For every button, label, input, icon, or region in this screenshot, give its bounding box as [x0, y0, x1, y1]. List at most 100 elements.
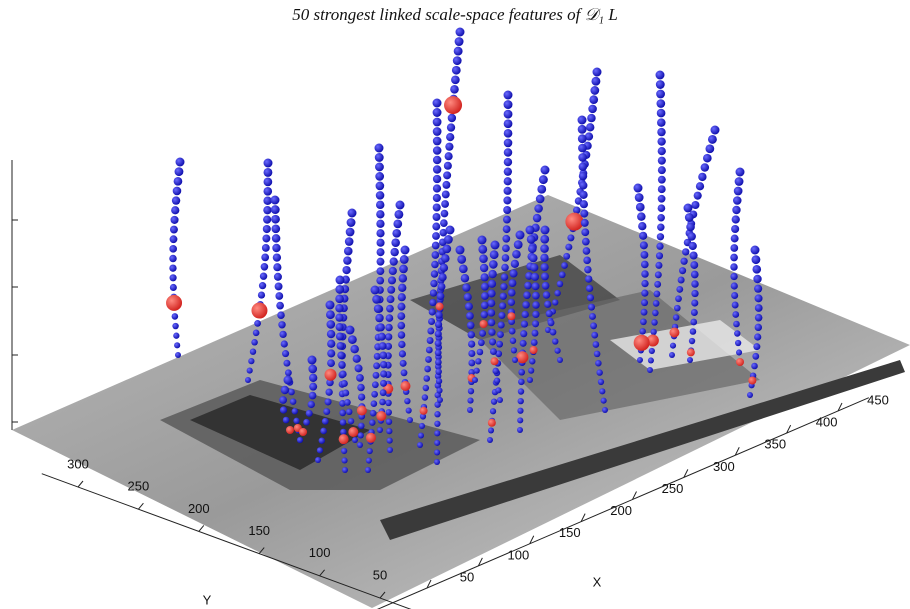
track-point	[501, 263, 509, 272]
track-point	[432, 98, 442, 108]
track-point	[525, 272, 533, 280]
track-point	[517, 388, 525, 395]
y-tick	[258, 547, 265, 554]
track-point	[669, 352, 675, 358]
track-point	[172, 322, 179, 330]
track-point	[751, 362, 758, 370]
chart-title: 50 strongest linked scale-space features…	[292, 5, 618, 24]
track-point	[387, 447, 393, 453]
track-point	[386, 304, 394, 313]
track-point	[591, 76, 601, 86]
track-point	[455, 27, 465, 37]
track-point	[432, 155, 442, 165]
feature-point	[748, 376, 757, 385]
track-point	[172, 186, 182, 196]
track-point	[395, 200, 405, 210]
track-point	[468, 369, 476, 376]
track-point	[385, 314, 394, 322]
track-point	[689, 328, 697, 335]
track-point	[345, 227, 355, 237]
track-point	[169, 254, 177, 263]
track-point	[523, 291, 531, 299]
track-point	[488, 269, 497, 279]
track-point	[751, 255, 761, 265]
track-point	[327, 349, 336, 358]
track-point	[750, 245, 760, 255]
track-point	[175, 157, 185, 167]
track-point	[653, 290, 661, 298]
track-point	[387, 285, 396, 294]
track-point	[682, 248, 690, 256]
feature-point	[376, 411, 387, 421]
track-point	[655, 261, 663, 269]
track-point	[479, 254, 488, 263]
track-point	[487, 299, 496, 308]
track-point	[577, 115, 587, 125]
track-point	[597, 378, 605, 386]
track-point	[647, 357, 654, 364]
track-point	[417, 432, 425, 439]
track-point	[578, 162, 588, 172]
track-point	[434, 330, 442, 338]
track-point	[640, 308, 648, 316]
track-point	[169, 235, 178, 244]
feature-point	[356, 405, 367, 416]
track-point	[441, 190, 450, 199]
track-point	[475, 358, 482, 365]
track-point	[596, 369, 603, 376]
track-point	[432, 136, 442, 146]
track-point	[468, 340, 476, 348]
track-point	[327, 339, 336, 348]
track-point	[417, 442, 423, 448]
track-point	[169, 225, 178, 234]
track-point	[455, 245, 465, 255]
track-point	[315, 457, 321, 463]
track-point	[369, 419, 376, 426]
track-point	[169, 274, 177, 282]
track-point	[754, 304, 763, 312]
track-point	[375, 191, 385, 200]
track-point	[577, 124, 587, 134]
track-point	[599, 388, 606, 395]
track-point	[335, 294, 344, 304]
track-point	[438, 273, 447, 282]
track-point	[656, 233, 665, 241]
track-point	[282, 416, 290, 424]
track-point	[478, 244, 488, 254]
track-point	[350, 344, 359, 354]
track-point	[530, 339, 538, 346]
track-point	[687, 232, 696, 241]
x-tick	[477, 557, 483, 567]
track-point	[344, 237, 354, 246]
track-point	[434, 320, 443, 329]
track-point	[339, 370, 347, 378]
x-tick	[580, 513, 586, 522]
track-point	[549, 328, 557, 336]
track-point	[487, 427, 495, 434]
track-point	[327, 359, 335, 368]
x-tick	[683, 469, 689, 478]
feature-point	[565, 212, 584, 231]
track-point	[487, 279, 497, 288]
surface	[12, 195, 910, 608]
track-point	[532, 301, 540, 309]
track-point	[392, 228, 402, 238]
track-point	[404, 397, 411, 405]
track-point	[422, 384, 430, 392]
track-point	[463, 293, 472, 302]
track-point	[335, 285, 345, 294]
track-point	[430, 270, 439, 278]
track-point	[386, 437, 393, 444]
track-point	[173, 176, 183, 186]
track-point	[513, 240, 523, 249]
track-point	[754, 333, 762, 341]
track-point	[540, 263, 549, 272]
feature-point	[507, 312, 516, 321]
track-point	[489, 338, 497, 346]
track-point	[437, 282, 446, 291]
track-point	[488, 328, 496, 336]
track-point	[502, 215, 511, 224]
track-point	[731, 224, 740, 234]
track-point	[371, 381, 379, 389]
track-point	[655, 70, 665, 80]
